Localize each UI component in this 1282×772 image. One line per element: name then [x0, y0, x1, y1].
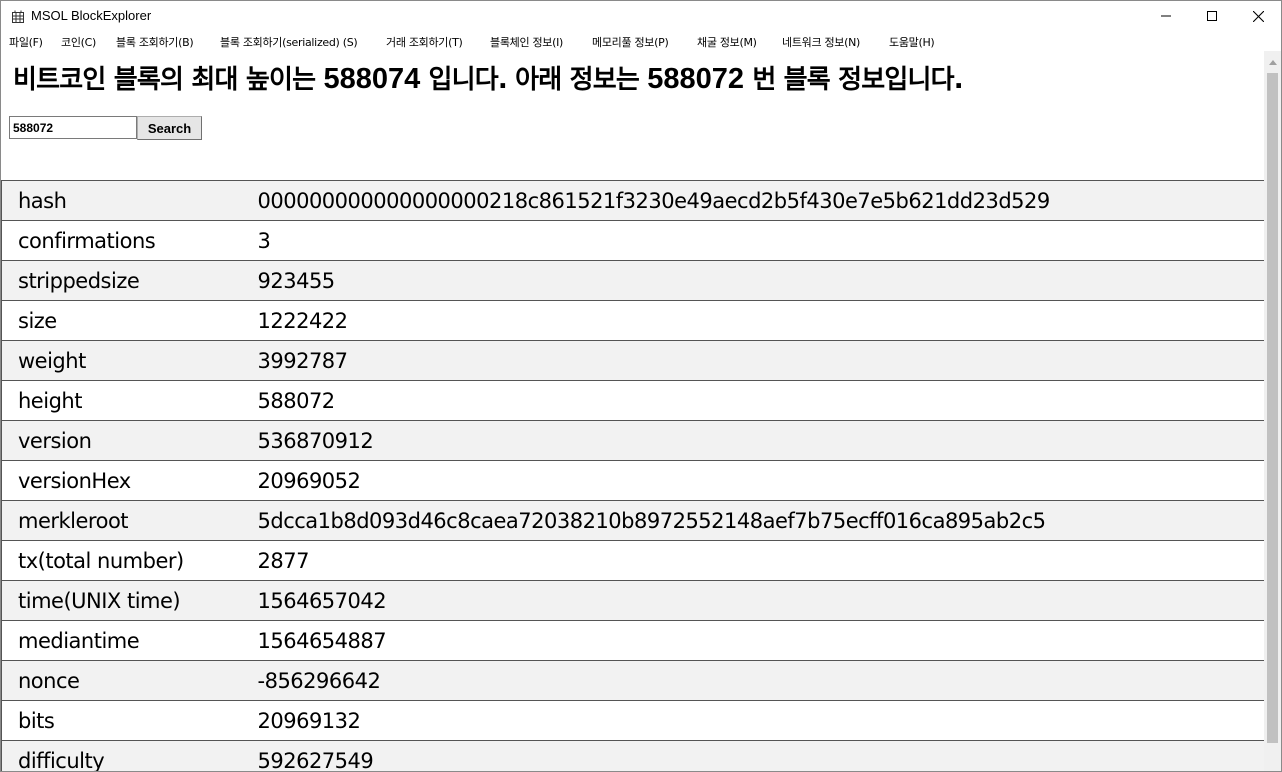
table-row: versionHex 20969052 [1, 460, 1264, 501]
row-value: 3992787 [241, 340, 1264, 381]
row-key: hash [1, 180, 242, 221]
table-row: bits 20969132 [1, 700, 1264, 741]
chevron-up-icon [1268, 50, 1277, 69]
row-value: 592627549 [241, 740, 1264, 771]
table-row: size 1222422 [1, 300, 1264, 341]
page-heading: 비트코인 블록의 최대 높이는 588074 입니다. 아래 정보는 58807… [13, 59, 964, 96]
row-key: difficulty [1, 740, 242, 771]
row-key: bits [1, 700, 242, 741]
grid-app-icon [11, 9, 25, 23]
row-key: height [1, 380, 242, 421]
close-icon [1252, 10, 1264, 22]
table-row: tx(total number) 2877 [1, 540, 1264, 581]
scroll-up-button[interactable] [1264, 51, 1281, 68]
row-key: mediantime [1, 620, 242, 661]
row-key: tx(total number) [1, 540, 242, 581]
row-key: weight [1, 340, 242, 381]
minimize-button[interactable] [1143, 1, 1189, 31]
menu-blockchain-info[interactable]: 블록체인 정보(I) [490, 36, 564, 49]
block-info-table: hash 000000000000000000218c861521f3230e49… [1, 180, 1264, 771]
menu-tx-lookup[interactable]: 거래 조회하기(T) [386, 36, 463, 49]
heading-text-1: 비트코인 블록의 최대 높이는 [13, 65, 324, 95]
block-height-value: 588072 [647, 63, 745, 95]
menu-mempool-info[interactable]: 메모리풀 정보(P) [592, 36, 669, 49]
menu-help[interactable]: 도움말(H) [889, 36, 935, 49]
content-area: 비트코인 블록의 최대 높이는 588074 입니다. 아래 정보는 58807… [1, 51, 1264, 771]
table-row: nonce -856296642 [1, 660, 1264, 701]
maximize-icon [1207, 11, 1217, 21]
row-key: versionHex [1, 460, 242, 501]
scroll-thumb[interactable] [1267, 73, 1278, 743]
minimize-icon [1161, 11, 1171, 21]
table-row: time(UNIX time) 1564657042 [1, 580, 1264, 621]
heading-text-3: 번 블록 정보입니다. [744, 65, 963, 95]
title-bar[interactable]: MSOL BlockExplorer [1, 1, 1281, 31]
table-row: merkleroot 5dcca1b8d093d46c8caea72038210b… [1, 500, 1264, 541]
row-value: 1222422 [241, 300, 1264, 341]
menu-block-serialized[interactable]: 블록 조회하기(serialized) (S) [220, 36, 358, 49]
row-value: 588072 [241, 380, 1264, 421]
menu-file[interactable]: 파일(F) [9, 36, 43, 49]
heading-text-2: 입니다. 아래 정보는 [420, 65, 648, 95]
row-value: 000000000000000000218c861521f3230e49aecd… [241, 180, 1264, 221]
window-title: MSOL BlockExplorer [31, 8, 152, 23]
maximize-button[interactable] [1189, 1, 1235, 31]
table-row: strippedsize 923455 [1, 260, 1264, 301]
vertical-scrollbar[interactable] [1264, 51, 1281, 771]
row-value: 20969052 [241, 460, 1264, 501]
menu-bar: 파일(F) 코인(C) 블록 조회하기(B) 블록 조회하기(serialize… [1, 31, 1281, 51]
row-value: 2877 [241, 540, 1264, 581]
table-row: difficulty 592627549 [1, 740, 1264, 771]
row-value: 1564657042 [241, 580, 1264, 621]
search-button[interactable]: Search [137, 116, 202, 140]
menu-block-lookup[interactable]: 블록 조회하기(B) [116, 36, 194, 49]
row-key: size [1, 300, 242, 341]
row-key: time(UNIX time) [1, 580, 242, 621]
row-value: 923455 [241, 260, 1264, 301]
max-height-value: 588074 [323, 63, 421, 95]
row-value: -856296642 [241, 660, 1264, 701]
row-value: 20969132 [241, 700, 1264, 741]
table-row: weight 3992787 [1, 340, 1264, 381]
row-value: 536870912 [241, 420, 1264, 461]
row-key: nonce [1, 660, 242, 701]
table-row: hash 000000000000000000218c861521f3230e49… [1, 180, 1264, 221]
row-value: 1564654887 [241, 620, 1264, 661]
menu-coin[interactable]: 코인(C) [61, 36, 97, 49]
row-value: 5dcca1b8d093d46c8caea72038210b8972552148… [241, 500, 1264, 541]
table-row: mediantime 1564654887 [1, 620, 1264, 661]
menu-mining-info[interactable]: 채굴 정보(M) [697, 36, 757, 49]
row-key: merkleroot [1, 500, 242, 541]
table-row: height 588072 [1, 380, 1264, 421]
search-input[interactable] [9, 116, 137, 139]
table-row: confirmations 3 [1, 220, 1264, 261]
row-key: strippedsize [1, 260, 242, 301]
row-key: confirmations [1, 220, 242, 261]
row-value: 3 [241, 220, 1264, 261]
menu-network-info[interactable]: 네트워크 정보(N) [782, 36, 861, 49]
row-key: version [1, 420, 242, 461]
table-row: version 536870912 [1, 420, 1264, 461]
close-button[interactable] [1235, 1, 1281, 31]
